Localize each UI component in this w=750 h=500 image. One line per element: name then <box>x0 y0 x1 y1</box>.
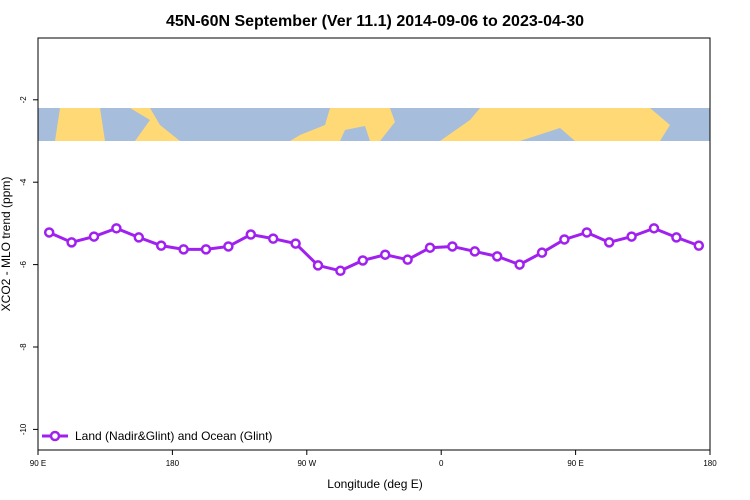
plot-frame <box>37 37 711 451</box>
point <box>200 244 212 255</box>
point <box>693 240 705 251</box>
x-tick-label: 90 E <box>30 459 46 468</box>
point <box>424 242 436 253</box>
point <box>245 229 257 240</box>
point <box>559 234 570 245</box>
point <box>155 240 167 251</box>
x-tick-label: 180 <box>703 459 717 468</box>
series-line <box>48 226 700 273</box>
point <box>290 238 301 249</box>
point <box>491 251 503 262</box>
x-tick-label: 180 <box>166 459 180 468</box>
point <box>671 232 682 243</box>
legend-label: Land (Nadir&Glint) and Ocean (Glint) <box>75 429 272 443</box>
point <box>357 255 369 266</box>
x-tick-label: 90 W <box>297 459 316 468</box>
x-tick-label: 90 E <box>567 459 583 468</box>
x-axis-label: Longitude (deg E) <box>327 477 422 491</box>
point <box>111 223 122 234</box>
point <box>43 227 55 238</box>
point <box>379 249 391 260</box>
y-tick-label: -2 <box>19 96 28 104</box>
point <box>88 231 100 242</box>
point <box>178 244 189 255</box>
point <box>66 237 77 248</box>
y-axis-label: XCO2 - MLO trend (ppm) <box>0 177 13 312</box>
y-tick-label: -6 <box>19 260 28 268</box>
point <box>223 241 234 252</box>
point <box>648 223 660 234</box>
legend-marker <box>49 430 61 442</box>
point <box>447 241 458 252</box>
point <box>603 237 615 248</box>
point <box>402 254 413 265</box>
point <box>626 231 637 242</box>
point <box>581 227 593 238</box>
point <box>469 246 481 257</box>
point <box>133 232 145 243</box>
x-tick-label: 0 <box>439 459 444 468</box>
y-tick-label: -8 <box>19 343 28 351</box>
point <box>536 247 548 258</box>
point <box>335 265 346 277</box>
point <box>514 259 525 270</box>
point <box>267 233 279 244</box>
y-tick-label: -10 <box>19 423 28 435</box>
chart-title: 45N-60N September (Ver 11.1) 2014-09-06 … <box>166 13 584 30</box>
point <box>312 260 324 271</box>
y-tick-label: -4 <box>19 178 28 186</box>
map-band <box>38 108 710 141</box>
